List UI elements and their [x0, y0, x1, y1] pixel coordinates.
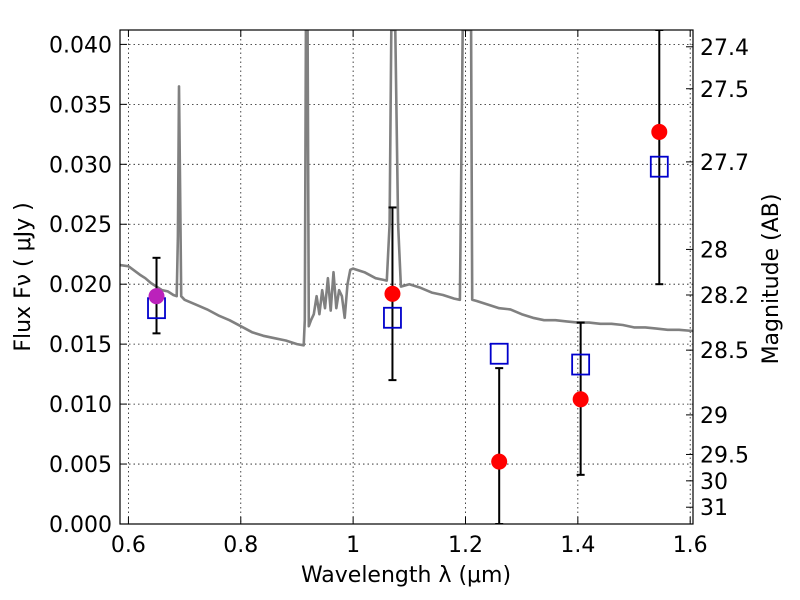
x-tick-label: 1.4: [560, 533, 595, 558]
model-point: [649, 155, 669, 178]
model-point: [571, 353, 591, 376]
model-points: [147, 155, 669, 376]
y-tick-label: 0.015: [49, 333, 112, 358]
sed-line: [120, 30, 693, 347]
right-tick-label: 29.5: [700, 443, 749, 468]
plot-frame: [119, 29, 694, 525]
y-tick-label: 0.020: [49, 273, 112, 298]
y-tick-label: 0.030: [49, 153, 112, 178]
right-tick-label: 30: [700, 470, 728, 495]
tick-labels: 0.6 0.8 1 1.2 1.4 1.6 0.000 0.005 0.010 0.015 0.02…: [49, 33, 749, 558]
sed-model-curve: [120, 30, 693, 347]
x-axis-title: Wavelength λ (μm): [301, 563, 511, 588]
observed-point: [572, 391, 589, 408]
observed-point: [651, 123, 668, 140]
x-tick-label: 1.2: [448, 533, 483, 558]
model-point: [489, 342, 509, 365]
right-tick-label: 29: [700, 404, 728, 429]
x-tick-label: 0.6: [111, 533, 146, 558]
y-tick-label: 0.010: [49, 393, 112, 418]
right-tick-label: 28.2: [700, 284, 749, 309]
observed-points: [148, 123, 668, 470]
x-tick-label: 1: [346, 533, 360, 558]
right-tick-label: 27.5: [700, 78, 749, 103]
y-tick-label: 0.025: [49, 213, 112, 238]
right-axis-title: Magnitude (AB): [759, 194, 784, 365]
observed-point: [148, 288, 165, 305]
x-tick-label: 1.6: [673, 533, 708, 558]
grid-lines: [120, 30, 693, 525]
right-tick-label: 27.7: [700, 151, 749, 176]
model-point: [383, 306, 402, 329]
y-tick-label: 0.000: [49, 513, 112, 538]
axis-ticks: [120, 30, 693, 525]
y-tick-label: 0.040: [49, 33, 112, 58]
y-tick-label: 0.035: [49, 93, 112, 118]
right-tick-label: 28.5: [700, 339, 749, 364]
y-axis-title: Flux Fν ( μJy ): [11, 202, 36, 351]
observed-point: [491, 453, 508, 470]
y-tick-label: 0.005: [49, 453, 112, 478]
right-tick-label: 27.4: [700, 36, 749, 61]
x-tick-label: 0.8: [223, 533, 258, 558]
right-tick-label: 28: [700, 238, 728, 263]
observed-point: [384, 285, 401, 302]
right-tick-label: 31: [700, 496, 728, 521]
